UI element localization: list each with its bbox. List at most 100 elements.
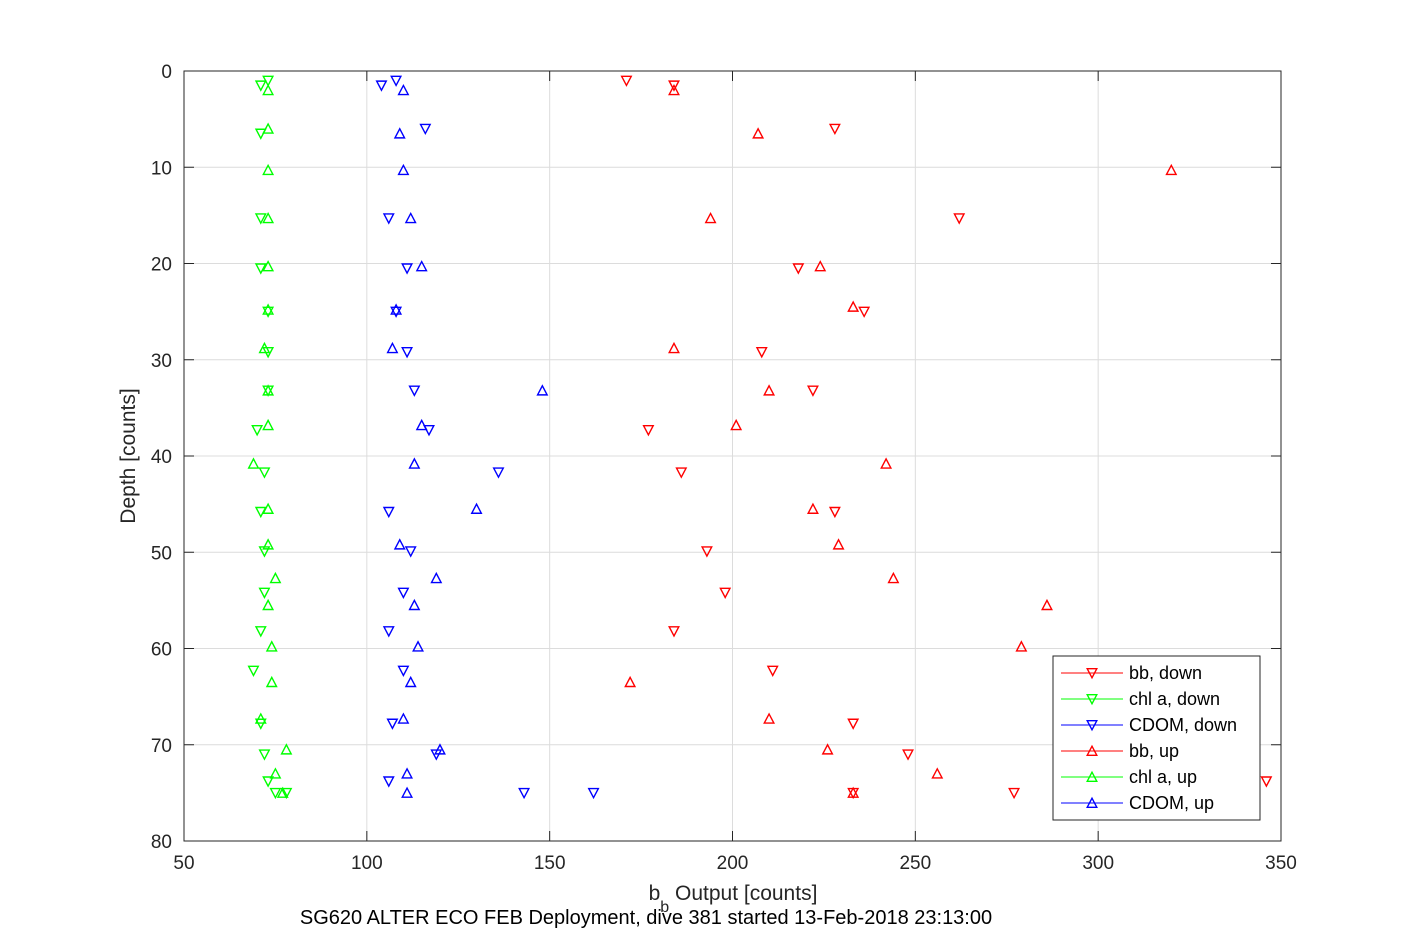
data-point: [624, 675, 637, 688]
data-point: [258, 587, 271, 599]
data-point: [397, 587, 410, 599]
data-point: [763, 712, 776, 724]
data-point: [1008, 787, 1021, 800]
data-point: [251, 424, 264, 437]
data-point: [1165, 163, 1178, 176]
data-point: [262, 306, 275, 318]
y-tick-label: 30: [151, 351, 172, 372]
legend-label: chl a, up: [1129, 767, 1197, 787]
data-point: [668, 80, 680, 92]
data-point: [258, 749, 271, 761]
data-point: [262, 384, 275, 396]
data-point: [397, 163, 410, 176]
data-point: [847, 786, 860, 798]
data-point: [262, 776, 275, 788]
y-tick-label: 20: [151, 255, 172, 276]
x-axis-label-rest: Output [counts]: [669, 882, 817, 905]
y-tick-label: 50: [151, 543, 172, 564]
data-point: [434, 743, 446, 755]
data-point: [828, 506, 841, 519]
data-point: [262, 303, 275, 315]
data-point: [386, 341, 399, 354]
data-point: [415, 418, 428, 431]
data-point: [1260, 776, 1273, 788]
data-point: [262, 598, 275, 611]
y-tick-label: 10: [151, 158, 172, 179]
data-point: [408, 385, 421, 397]
legend-label: CDOM, up: [1129, 793, 1214, 813]
legend-box: [1052, 655, 1261, 821]
data-point: [415, 260, 428, 272]
data-point: [668, 83, 680, 96]
x-axis-label-main: b: [649, 882, 661, 905]
data-point: [280, 743, 293, 755]
series-2: [375, 75, 600, 800]
y-axis-label: Depth [counts]: [117, 388, 140, 523]
data-point: [262, 538, 275, 550]
series-4: [247, 83, 293, 798]
data-point: [397, 665, 410, 677]
data-point: [675, 467, 688, 479]
data-point: [755, 347, 768, 359]
data-point: [832, 538, 845, 550]
data-point: [470, 502, 483, 514]
data-point: [492, 467, 505, 479]
data-point: [763, 384, 776, 396]
y-tick-label: 60: [151, 640, 172, 661]
y-tick-label: 70: [151, 736, 172, 757]
data-point: [902, 749, 914, 761]
data-point: [858, 306, 871, 318]
data-point: [382, 776, 395, 788]
data-point: [265, 675, 278, 688]
data-point: [792, 263, 805, 275]
data-point: [887, 571, 900, 584]
y-tick-label: 0: [161, 62, 172, 83]
legend-marker: [1086, 770, 1098, 783]
data-point: [430, 571, 443, 584]
data-point: [404, 675, 417, 688]
data-point: [254, 626, 267, 638]
x-axis-label-subscript: b: [660, 899, 669, 916]
data-point: [280, 787, 293, 800]
series-5: [386, 83, 549, 798]
data-point: [806, 385, 819, 397]
data-point: [397, 83, 410, 96]
x-tick-label: 100: [351, 853, 383, 874]
chart-caption: SG620 ALTER ECO FEB Deployment, dive 381…: [300, 907, 992, 929]
data-point: [536, 384, 549, 396]
data-point: [382, 506, 395, 519]
data-point: [258, 467, 271, 479]
data-point: [668, 626, 680, 638]
data-point: [587, 787, 600, 800]
data-point: [265, 640, 278, 652]
data-point: [642, 424, 655, 437]
data-point: [269, 571, 282, 584]
data-point: [430, 749, 443, 761]
data-point: [668, 341, 680, 354]
plot-frame: [183, 70, 1282, 842]
series-3: [624, 83, 1178, 798]
legend-label: bb, down: [1129, 663, 1202, 683]
data-point: [262, 83, 275, 96]
data-point: [1041, 598, 1053, 611]
x-tick-label: 350: [1265, 853, 1297, 874]
data-point: [847, 718, 860, 730]
data-point: [262, 211, 275, 224]
data-point: [404, 546, 417, 558]
data-point: [262, 502, 275, 514]
legend-marker: [1086, 796, 1098, 809]
data-point: [730, 418, 743, 431]
data-point: [806, 502, 819, 514]
data-point: [518, 787, 531, 800]
data-point: [390, 303, 403, 315]
data-point: [847, 300, 860, 312]
data-point: [262, 418, 275, 431]
x-tick-label: 250: [899, 853, 931, 874]
legend-items: bb, down chl a, down CDOM, down bb, up chl a…: [1061, 663, 1237, 813]
x-tick-label: 300: [1082, 853, 1114, 874]
data-point: [262, 122, 275, 134]
data-point: [262, 163, 275, 176]
legend-label: bb, up: [1129, 741, 1179, 761]
x-tick-label: 200: [717, 853, 749, 874]
data-point: [931, 767, 944, 779]
